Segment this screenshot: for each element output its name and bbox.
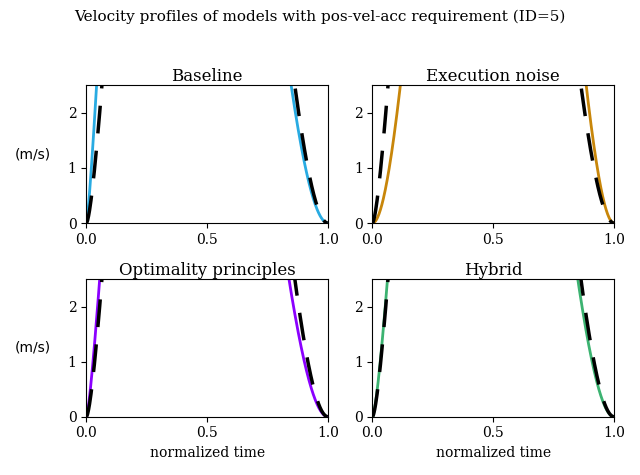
- Title: Hybrid: Hybrid: [464, 262, 522, 279]
- X-axis label: normalized time: normalized time: [436, 446, 551, 460]
- Y-axis label: (m/s): (m/s): [15, 147, 51, 161]
- Title: Baseline: Baseline: [172, 68, 243, 85]
- Y-axis label: (m/s): (m/s): [15, 341, 51, 355]
- X-axis label: normalized time: normalized time: [150, 446, 265, 460]
- Title: Optimality principles: Optimality principles: [119, 262, 296, 279]
- Text: Velocity profiles of models with pos-vel-acc requirement (ID=5): Velocity profiles of models with pos-vel…: [74, 10, 566, 24]
- Title: Execution noise: Execution noise: [426, 68, 560, 85]
